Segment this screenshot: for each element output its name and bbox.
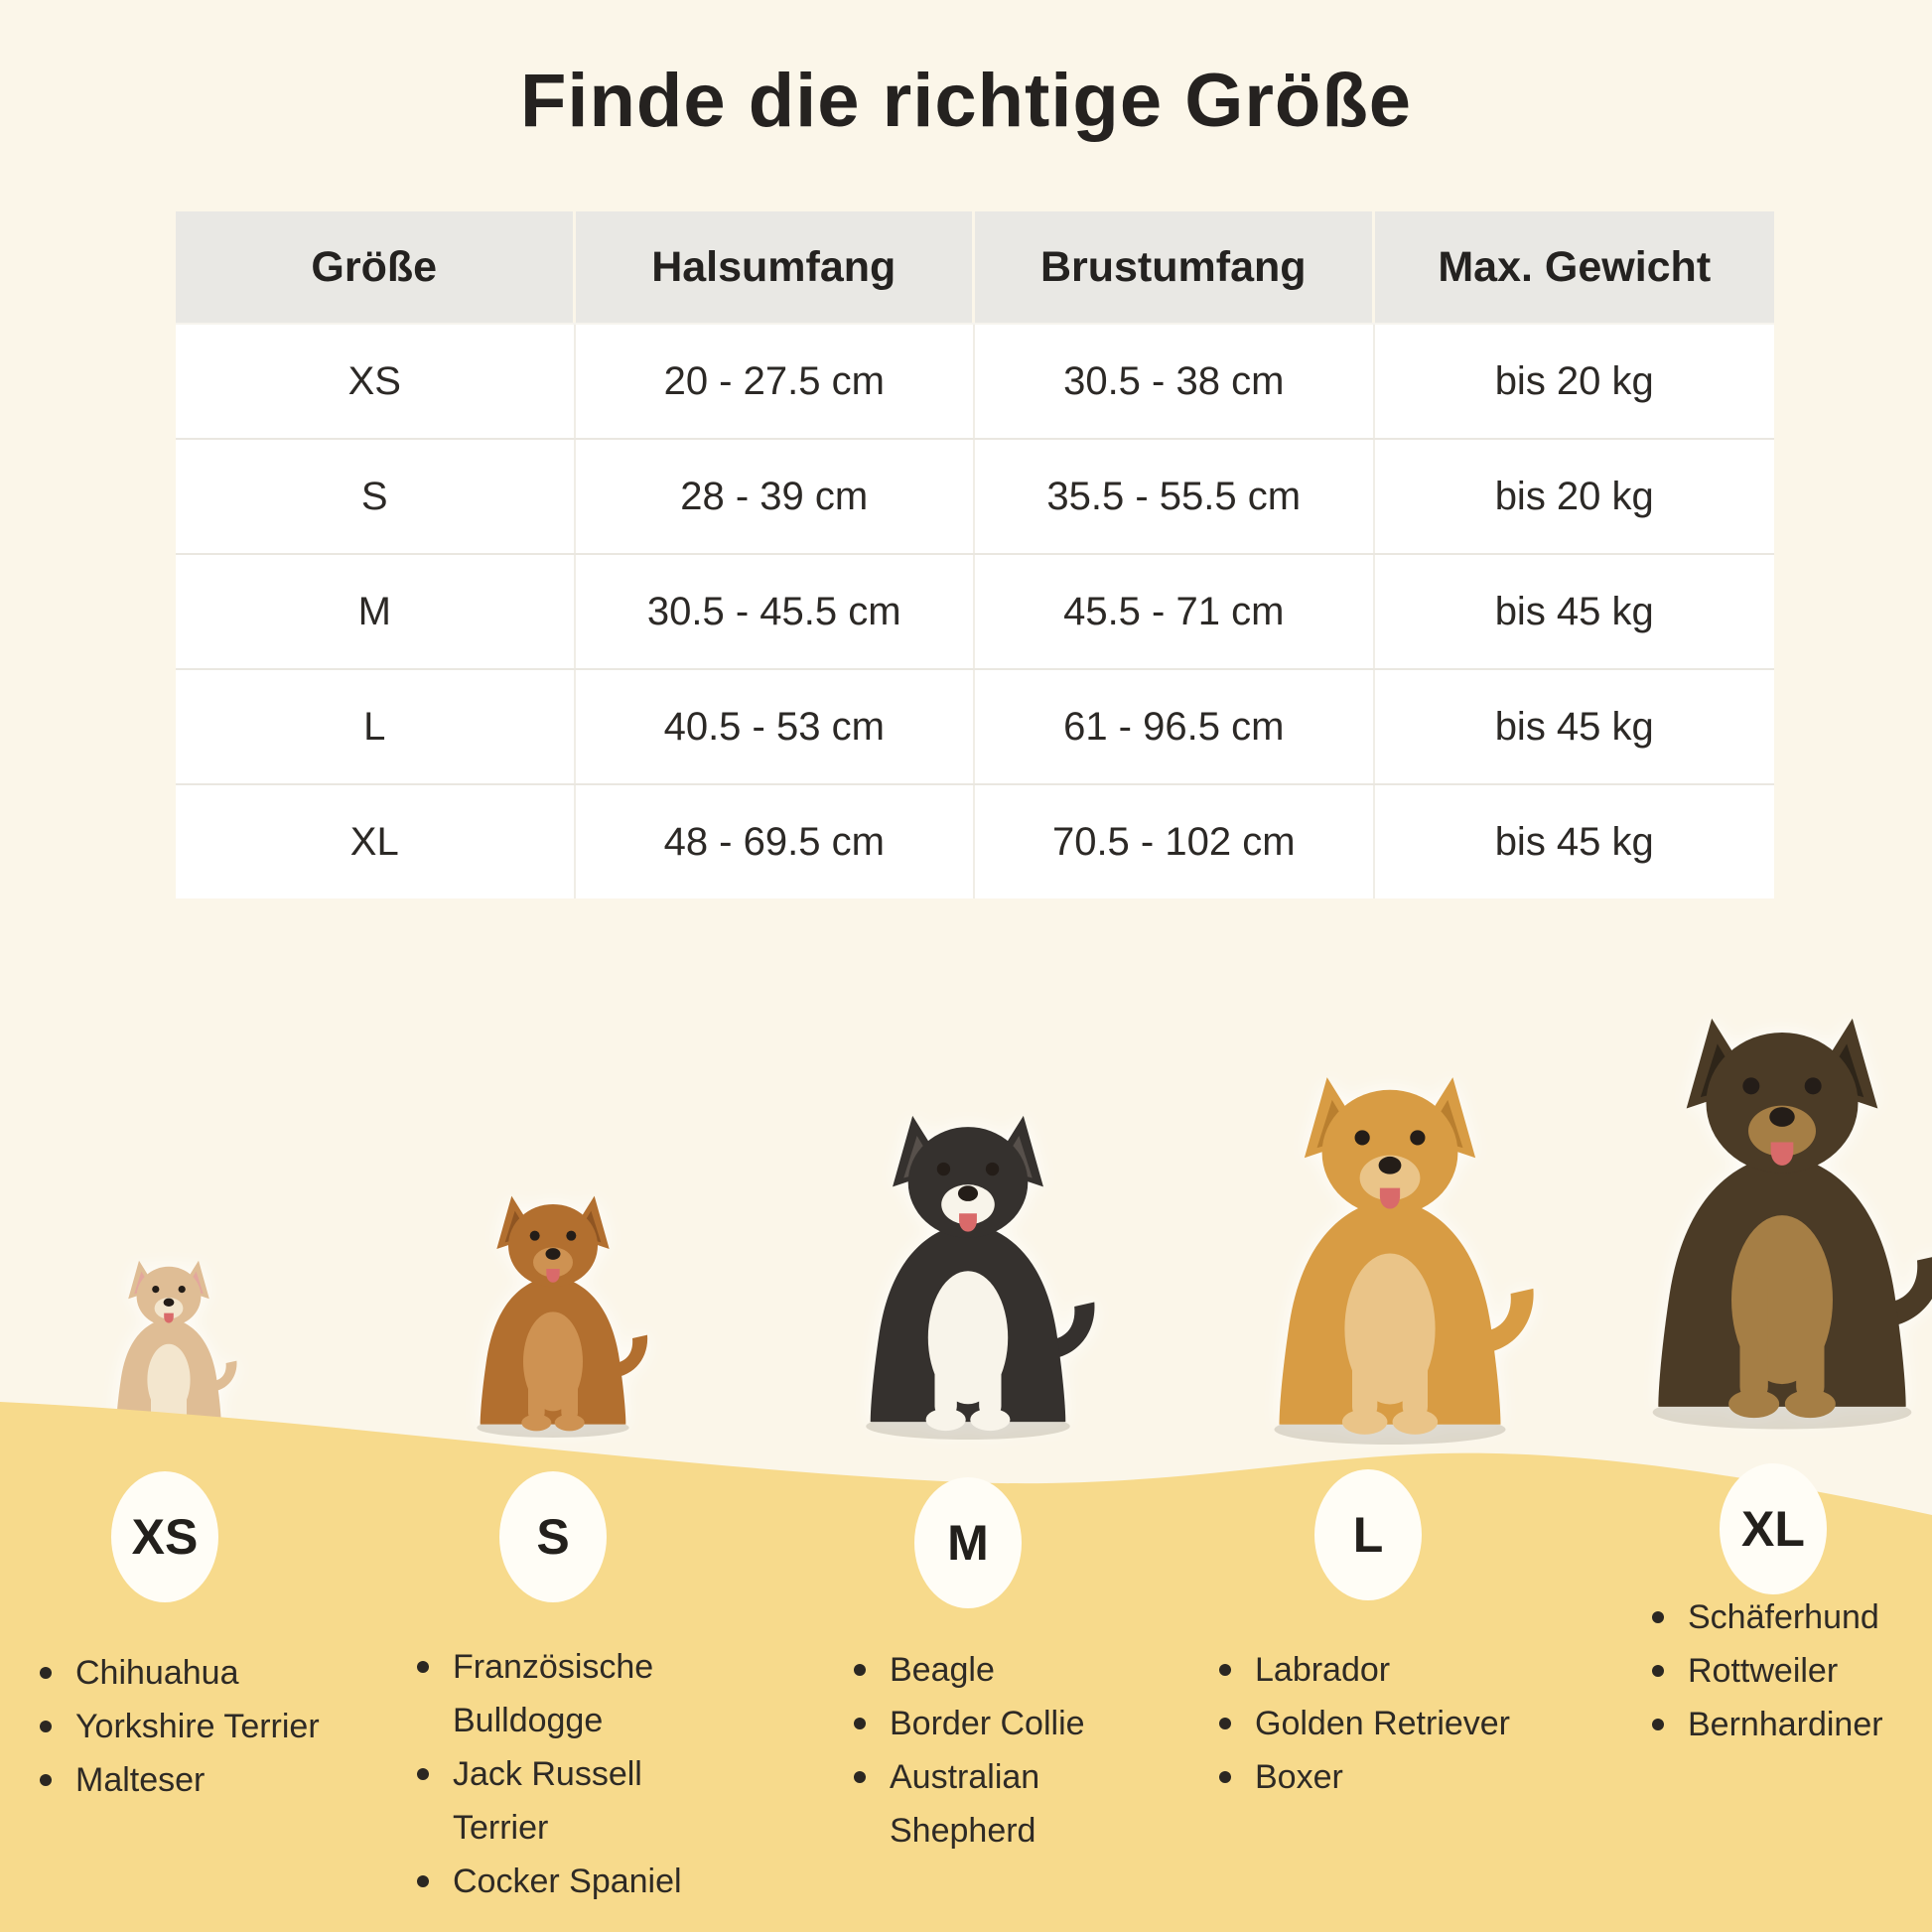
breed-item: Golden Retriever: [1213, 1697, 1561, 1750]
size-badge-xl: XL: [1720, 1463, 1827, 1594]
cell-weight: bis 45 kg: [1494, 819, 1654, 864]
col-header-brustumfang: Brustumfang: [975, 211, 1375, 323]
breed-item: Yorkshire Terrier: [34, 1700, 391, 1753]
breed-item: Chihuahua: [34, 1646, 391, 1700]
size-badge-m: M: [914, 1477, 1022, 1608]
table-row: XS 20 - 27.5 cm 30.5 - 38 cm bis 20 kg: [176, 323, 1774, 438]
table-row: M 30.5 - 45.5 cm 45.5 - 71 cm bis 45 kg: [176, 553, 1774, 668]
size-badge-s: S: [499, 1471, 607, 1602]
cell-chest: 70.5 - 102 cm: [975, 785, 1375, 898]
table-row: S 28 - 39 cm 35.5 - 55.5 cm bis 20 kg: [176, 438, 1774, 553]
breed-list-s: Französische Bulldogge Jack Russell Terr…: [411, 1640, 689, 1908]
cell-neck: 40.5 - 53 cm: [576, 670, 975, 783]
breed-item: Malteser: [34, 1753, 391, 1807]
table-header-row: Größe Halsumfang Brustumfang Max. Gewich…: [176, 211, 1774, 323]
cell-chest: 35.5 - 55.5 cm: [975, 440, 1375, 553]
size-badge-l: L: [1314, 1469, 1422, 1600]
wave-background: [0, 1402, 1932, 1932]
breed-item: Labrador: [1213, 1643, 1561, 1697]
breed-item: Rottweiler: [1646, 1644, 1926, 1698]
table-row: XL 48 - 69.5 cm 70.5 - 102 cm bis 45 kg: [176, 783, 1774, 898]
table-row: L 40.5 - 53 cm 61 - 96.5 cm bis 45 kg: [176, 668, 1774, 783]
cell-weight: bis 20 kg: [1494, 474, 1654, 518]
breed-list-xl: Schäferhund Rottweiler Bernhardiner: [1646, 1590, 1926, 1751]
col-header-max-gewicht: Max. Gewicht: [1438, 242, 1712, 291]
cell-neck: 48 - 69.5 cm: [576, 785, 975, 898]
cell-size: XL: [176, 785, 576, 898]
cell-chest: 30.5 - 38 cm: [975, 325, 1375, 438]
cell-size: S: [176, 440, 576, 553]
col-header-halsumfang: Halsumfang: [576, 211, 975, 323]
page-title: Finde die richtige Größe: [519, 59, 1413, 143]
cell-size: XS: [176, 325, 576, 438]
breed-item: Border Collie: [848, 1697, 1136, 1750]
breed-item: Bernhardiner: [1646, 1698, 1926, 1751]
cell-neck: 30.5 - 45.5 cm: [576, 555, 975, 668]
cell-neck: 20 - 27.5 cm: [576, 325, 975, 438]
breed-item: Boxer: [1213, 1750, 1561, 1804]
breed-list-l: Labrador Golden Retriever Boxer: [1213, 1643, 1561, 1804]
breed-item: Französische Bulldogge: [411, 1640, 689, 1747]
cell-chest: 61 - 96.5 cm: [975, 670, 1375, 783]
cell-weight: bis 45 kg: [1494, 589, 1654, 633]
size-badge-xs: XS: [111, 1471, 218, 1602]
size-table: Größe Halsumfang Brustumfang Max. Gewich…: [176, 211, 1774, 898]
breed-item: Schäferhund: [1646, 1590, 1926, 1644]
cell-chest: 45.5 - 71 cm: [975, 555, 1375, 668]
cell-neck: 28 - 39 cm: [576, 440, 975, 553]
cell-size: L: [176, 670, 576, 783]
cell-size: M: [176, 555, 576, 668]
breed-item: Australian Shepherd: [848, 1750, 1136, 1858]
breed-list-m: Beagle Border Collie Australian Shepherd: [848, 1643, 1136, 1858]
breed-list-xs: Chihuahua Yorkshire Terrier Malteser: [34, 1646, 391, 1807]
col-header-groesse: Größe: [176, 211, 576, 323]
breed-item: Cocker Spaniel: [411, 1855, 689, 1908]
breed-item: Beagle: [848, 1643, 1136, 1697]
cell-weight: bis 45 kg: [1494, 704, 1654, 749]
cell-weight: bis 20 kg: [1494, 358, 1654, 403]
breed-item: Jack Russell Terrier: [411, 1747, 689, 1855]
